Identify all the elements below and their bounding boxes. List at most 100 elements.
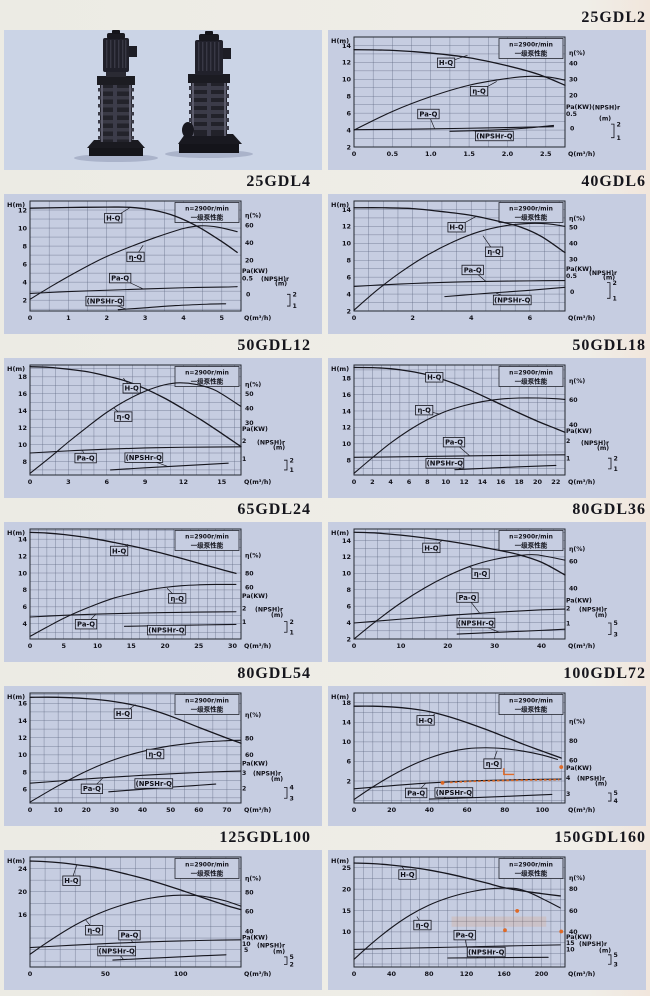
svg-text:一级泵性能: 一级泵性能 xyxy=(191,869,224,878)
chart-125GDL100: 16 20 24 0 50 100 H(m) Q(m³/h) η(%) 80 60 40Pa(KW)1… xyxy=(7,856,294,978)
svg-text:30: 30 xyxy=(490,642,500,650)
svg-text:(m): (m) xyxy=(595,612,607,619)
svg-text:(NPSH)r: (NPSH)r xyxy=(261,276,290,283)
svg-text:2: 2 xyxy=(290,962,294,969)
svg-text:5: 5 xyxy=(220,314,225,322)
svg-text:Pa(KW): Pa(KW) xyxy=(242,934,268,941)
svg-text:14: 14 xyxy=(478,478,488,486)
svg-text:6: 6 xyxy=(22,786,27,794)
svg-text:40: 40 xyxy=(425,806,435,814)
panel-row-3: 8 10 12 14 16 18 0 3 6 9 12 15 H(m) Q(m³/h) η(%) 50 40 30… xyxy=(4,358,646,498)
svg-text:20: 20 xyxy=(82,806,92,814)
svg-text:70: 70 xyxy=(222,806,232,814)
svg-text:Q(m³/h): Q(m³/h) xyxy=(568,971,595,978)
svg-text:n=2900r/min: n=2900r/min xyxy=(509,534,553,541)
svg-text:80: 80 xyxy=(245,570,254,577)
svg-text:H-Q: H-Q xyxy=(64,877,79,885)
svg-text:1.0: 1.0 xyxy=(425,150,437,158)
chart-title-25GDL2: 25GDL2 xyxy=(581,9,646,26)
title-strip-row3: 50GDL12 50GDL18 xyxy=(4,334,646,358)
svg-text:H(m): H(m) xyxy=(7,365,25,373)
chart-title-80GDL54: 80GDL54 xyxy=(237,665,311,682)
svg-text:(m): (m) xyxy=(271,612,283,619)
svg-text:40: 40 xyxy=(245,240,254,247)
svg-text:40: 40 xyxy=(245,928,254,935)
svg-text:(NPSH)r: (NPSH)r xyxy=(579,941,608,948)
svg-text:12: 12 xyxy=(18,734,27,742)
svg-text:10: 10 xyxy=(93,642,103,650)
svg-text:20: 20 xyxy=(161,642,171,650)
svg-text:16: 16 xyxy=(18,700,28,708)
svg-text:Pa(KW): Pa(KW) xyxy=(242,760,268,767)
svg-text:20: 20 xyxy=(18,888,28,896)
svg-text:(m): (m) xyxy=(599,947,611,954)
svg-text:2: 2 xyxy=(290,619,294,626)
svg-text:18: 18 xyxy=(18,373,28,381)
svg-text:1: 1 xyxy=(242,619,246,626)
svg-text:(NPSHr-Q: (NPSHr-Q xyxy=(136,780,173,788)
svg-text:一级泵性能: 一级泵性能 xyxy=(515,49,548,58)
svg-text:10: 10 xyxy=(342,76,352,84)
svg-text:0: 0 xyxy=(570,125,575,132)
svg-text:60: 60 xyxy=(463,806,473,814)
svg-text:14: 14 xyxy=(342,42,352,50)
svg-text:4: 4 xyxy=(469,314,474,322)
svg-text:12: 12 xyxy=(342,223,351,231)
svg-text:(m): (m) xyxy=(595,780,607,787)
svg-text:16: 16 xyxy=(342,391,352,399)
svg-text:12: 12 xyxy=(342,424,351,432)
panel-row-2: 2 4 6 8 10 12 0 1 2 3 4 5 H(m) Q(m³/h) η(%) 60 40 20 Pa(KW… xyxy=(4,194,646,334)
svg-text:(m): (m) xyxy=(271,776,283,783)
svg-text:一级泵性能: 一级泵性能 xyxy=(515,541,548,550)
svg-text:0.5: 0.5 xyxy=(566,111,577,118)
svg-text:n=2900r/min: n=2900r/min xyxy=(509,698,553,705)
svg-text:14: 14 xyxy=(342,537,352,545)
svg-text:80: 80 xyxy=(500,806,510,814)
svg-text:Pa-Q: Pa-Q xyxy=(445,439,463,447)
svg-text:Q(m³/h): Q(m³/h) xyxy=(568,315,595,322)
svg-text:12: 12 xyxy=(342,553,351,561)
chart-title-50GDL18: 50GDL18 xyxy=(572,337,646,354)
svg-text:0: 0 xyxy=(28,478,33,486)
svg-text:8: 8 xyxy=(22,586,27,594)
svg-text:(NPSHr-Q: (NPSHr-Q xyxy=(458,619,495,627)
svg-text:80: 80 xyxy=(569,886,578,893)
svg-text:H-Q: H-Q xyxy=(449,224,464,232)
svg-text:8: 8 xyxy=(22,242,27,250)
svg-text:(NPSH)r: (NPSH)r xyxy=(255,607,284,614)
svg-text:η(%): η(%) xyxy=(569,50,585,57)
svg-text:4: 4 xyxy=(346,126,351,134)
svg-text:10: 10 xyxy=(18,441,28,449)
svg-text:50: 50 xyxy=(569,225,578,232)
chart-panel-125GDL100: 16 20 24 0 50 100 H(m) Q(m³/h) η(%) 80 60 40 Pa(KW) 1… xyxy=(4,850,322,990)
svg-text:(m): (m) xyxy=(273,444,285,451)
svg-text:10: 10 xyxy=(566,947,575,954)
svg-text:(NPSH)r: (NPSH)r xyxy=(592,105,621,112)
svg-text:1: 1 xyxy=(566,620,570,627)
pump-photo-image xyxy=(4,30,322,170)
svg-text:0: 0 xyxy=(28,642,33,650)
svg-text:3: 3 xyxy=(242,770,246,777)
svg-text:η-Q: η-Q xyxy=(486,760,500,768)
svg-text:3: 3 xyxy=(143,314,148,322)
svg-text:14: 14 xyxy=(18,535,28,543)
svg-text:14: 14 xyxy=(342,206,352,214)
svg-text:(NPSHr-Q: (NPSHr-Q xyxy=(468,948,505,956)
svg-text:(m): (m) xyxy=(603,274,615,281)
svg-text:Pa(KW): Pa(KW) xyxy=(566,266,592,273)
svg-text:η(%): η(%) xyxy=(245,381,261,388)
svg-text:η-Q: η-Q xyxy=(87,927,101,935)
svg-text:160: 160 xyxy=(497,970,511,978)
svg-text:(NPSHr-Q: (NPSHr-Q xyxy=(427,460,464,468)
svg-text:1.5: 1.5 xyxy=(463,150,475,158)
svg-text:2: 2 xyxy=(566,438,570,445)
svg-text:60: 60 xyxy=(194,806,204,814)
svg-text:2: 2 xyxy=(22,296,27,304)
title-strip-row2: 25GDL4 40GDL6 xyxy=(4,170,646,194)
svg-text:14: 14 xyxy=(18,717,28,725)
svg-text:η(%): η(%) xyxy=(569,546,585,553)
svg-text:η-Q: η-Q xyxy=(417,407,431,415)
